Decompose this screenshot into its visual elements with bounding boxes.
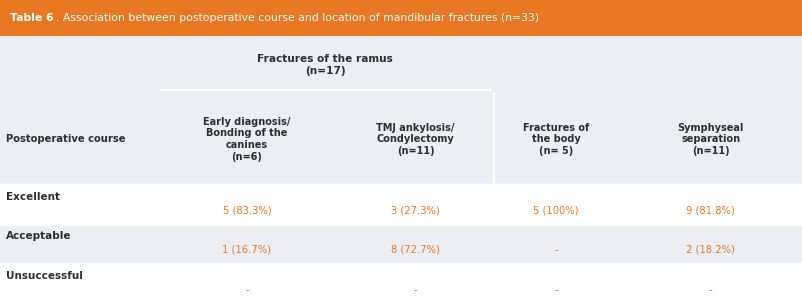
Text: 8 (72.7%): 8 (72.7%) [391, 245, 439, 255]
Text: Excellent: Excellent [6, 192, 60, 202]
FancyBboxPatch shape [156, 36, 493, 94]
Text: Unsuccessful: Unsuccessful [6, 271, 83, 281]
Text: Postoperative course: Postoperative course [6, 134, 126, 144]
Text: TMJ ankylosis/
Condylectomy
(n=11): TMJ ankylosis/ Condylectomy (n=11) [376, 123, 454, 156]
Text: 2 (18.2%): 2 (18.2%) [686, 245, 734, 255]
Text: -: - [245, 285, 249, 295]
Text: . Association between postoperative course and location of mandibular fractures : . Association between postoperative cour… [56, 13, 539, 23]
Text: Table 6: Table 6 [10, 13, 53, 23]
Text: 5 (100%): 5 (100%) [533, 205, 578, 215]
Text: 5 (83.3%): 5 (83.3%) [222, 205, 271, 215]
Text: Fractures of
the body
(n= 5): Fractures of the body (n= 5) [522, 123, 589, 156]
FancyBboxPatch shape [0, 94, 802, 185]
Text: 9 (81.8%): 9 (81.8%) [686, 205, 734, 215]
Text: Acceptable: Acceptable [6, 231, 72, 241]
Text: 1 (16.7%): 1 (16.7%) [222, 245, 271, 255]
Text: Early diagnosis/
Bonding of the
canines
(n=6): Early diagnosis/ Bonding of the canines … [203, 117, 290, 162]
Text: -: - [553, 245, 557, 255]
FancyBboxPatch shape [0, 0, 802, 36]
Text: -: - [413, 285, 417, 295]
Text: -: - [708, 285, 711, 295]
Text: Symphyseal
separation
(n=11): Symphyseal separation (n=11) [677, 123, 743, 156]
FancyBboxPatch shape [0, 225, 802, 264]
Text: 3 (27.3%): 3 (27.3%) [391, 205, 439, 215]
FancyBboxPatch shape [0, 185, 802, 225]
Text: -: - [553, 285, 557, 295]
Text: Fractures of the ramus
(n=17): Fractures of the ramus (n=17) [257, 54, 393, 76]
FancyBboxPatch shape [0, 264, 802, 304]
